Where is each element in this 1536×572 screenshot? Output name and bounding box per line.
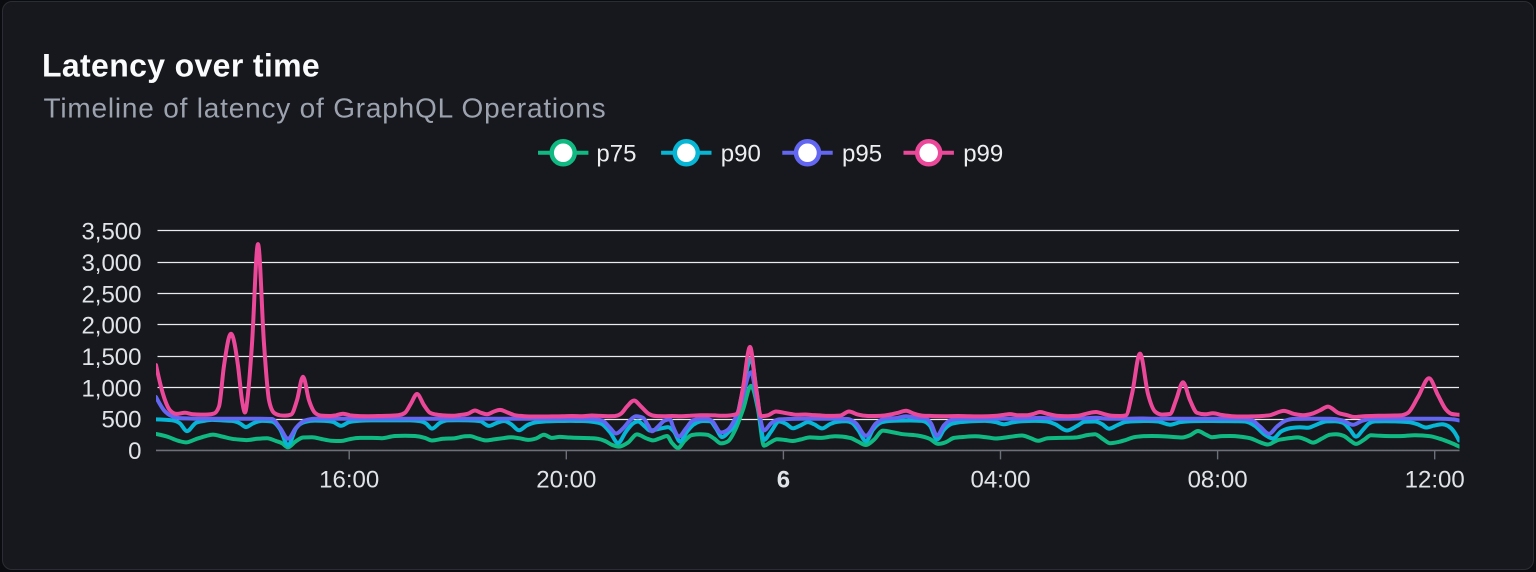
svg-text:1,000: 1,000	[81, 375, 141, 402]
svg-text:2,000: 2,000	[81, 313, 141, 340]
svg-text:20:00: 20:00	[536, 466, 596, 493]
svg-text:0: 0	[128, 438, 141, 465]
svg-text:3,000: 3,000	[81, 250, 141, 277]
svg-text:08:00: 08:00	[1188, 466, 1248, 493]
svg-text:500: 500	[101, 407, 141, 434]
svg-text:04:00: 04:00	[970, 466, 1030, 493]
svg-text:16:00: 16:00	[319, 466, 379, 493]
svg-text:3,500: 3,500	[81, 219, 141, 246]
svg-text:1,500: 1,500	[81, 344, 141, 371]
svg-text:Latency over time: Latency over time	[42, 48, 320, 84]
svg-text:6: 6	[777, 466, 790, 493]
svg-text:p95: p95	[842, 140, 882, 167]
svg-text:p90: p90	[721, 140, 761, 167]
svg-text:2,500: 2,500	[81, 281, 141, 308]
svg-text:12:00: 12:00	[1405, 466, 1465, 493]
svg-text:p99: p99	[963, 140, 1003, 167]
svg-text:Timeline of latency of GraphQL: Timeline of latency of GraphQL Operation…	[44, 93, 607, 124]
svg-text:p75: p75	[596, 140, 636, 167]
